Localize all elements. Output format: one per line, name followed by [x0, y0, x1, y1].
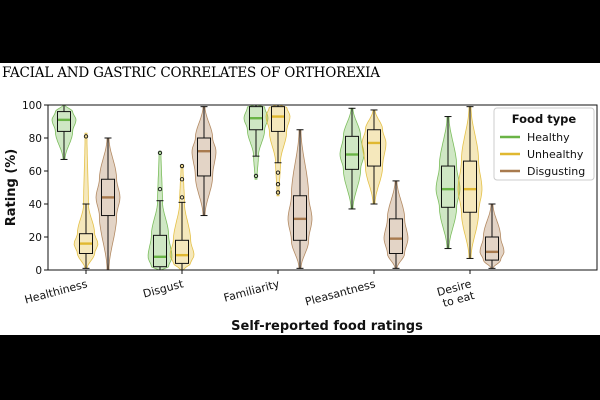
outlier-unhealthy-healthiness-0	[83, 134, 89, 139]
box-unhealthy-desire-to-eat	[463, 160, 477, 213]
y-tick-label-80: 80	[29, 133, 42, 145]
box-disgusting-healthiness	[101, 178, 115, 217]
outlier-healthy-familiarity-0	[253, 173, 259, 179]
outlier-unhealthy-disgust-1	[179, 177, 185, 182]
plot-frame	[47, 104, 598, 271]
outlier-unhealthy-familiarity-0	[275, 190, 281, 195]
box-disgusting-disgust	[197, 137, 211, 177]
x-tick-label-disgust: Disgust	[142, 277, 186, 300]
box-healthy-desire-to-eat	[441, 165, 455, 208]
violin-unhealthy-healthiness	[73, 132, 99, 269]
x-tick-label-line: Healthiness	[23, 277, 89, 306]
x-tick-label-familiarity: Familiarity	[222, 277, 281, 304]
legend-label-unhealthy: Unhealthy	[527, 148, 584, 161]
x-tick-label-pleasantness: Pleasantness	[304, 277, 377, 308]
legend-label-disgusting: Disgusting	[527, 165, 585, 178]
outlier-healthy-disgust-1	[157, 150, 163, 156]
legend-box	[493, 107, 595, 181]
legend-title: Food type	[512, 112, 577, 126]
x-tick-label-line: Familiarity	[222, 277, 281, 304]
box-disgusting-pleasantness	[389, 218, 403, 255]
box-unhealthy-familiarity	[271, 106, 285, 132]
y-tick-label-40: 40	[29, 199, 42, 211]
box-unhealthy-healthiness	[79, 233, 93, 254]
figure-panel: FACIAL AND GASTRIC CORRELATES OF ORTHORE…	[0, 63, 600, 335]
y-axis-label: Rating (%)	[4, 149, 19, 226]
box-healthy-pleasantness	[345, 135, 359, 170]
box-unhealthy-disgust	[175, 239, 189, 264]
box-healthy-disgust	[153, 234, 167, 268]
box-disgusting-desire-to-eat	[485, 236, 499, 261]
legend-label-healthy: Healthy	[527, 131, 570, 144]
x-tick-label-healthiness: Healthiness	[23, 277, 89, 306]
x-tick-label-line: Disgust	[142, 277, 186, 300]
x-tick-label-desire-to-eat: Desireto eat	[436, 277, 477, 310]
y-tick-label-20: 20	[29, 232, 42, 244]
outlier-unhealthy-disgust-2	[179, 163, 185, 169]
outlier-unhealthy-familiarity-2	[275, 170, 281, 175]
outlier-unhealthy-familiarity-1	[275, 182, 281, 187]
outlier-unhealthy-disgust-0	[179, 195, 185, 200]
x-axis-label: Self-reported food ratings	[231, 319, 423, 334]
box-disgusting-familiarity	[293, 195, 307, 241]
running-header: FACIAL AND GASTRIC CORRELATES OF ORTHORE…	[2, 65, 380, 81]
y-tick-label-60: 60	[29, 166, 42, 178]
box-healthy-familiarity	[249, 106, 263, 131]
outlier-healthy-disgust-0	[157, 187, 163, 192]
y-tick-label-100: 100	[22, 100, 42, 112]
violin-chart: 0 20 40 60 80 100 Healthiness Disgust Familiarit…	[4, 100, 598, 334]
box-unhealthy-pleasantness	[367, 129, 381, 167]
y-tick-label-0: 0	[35, 265, 42, 277]
x-tick-label-line: Pleasantness	[304, 277, 377, 308]
box-healthy-healthiness	[57, 111, 71, 132]
